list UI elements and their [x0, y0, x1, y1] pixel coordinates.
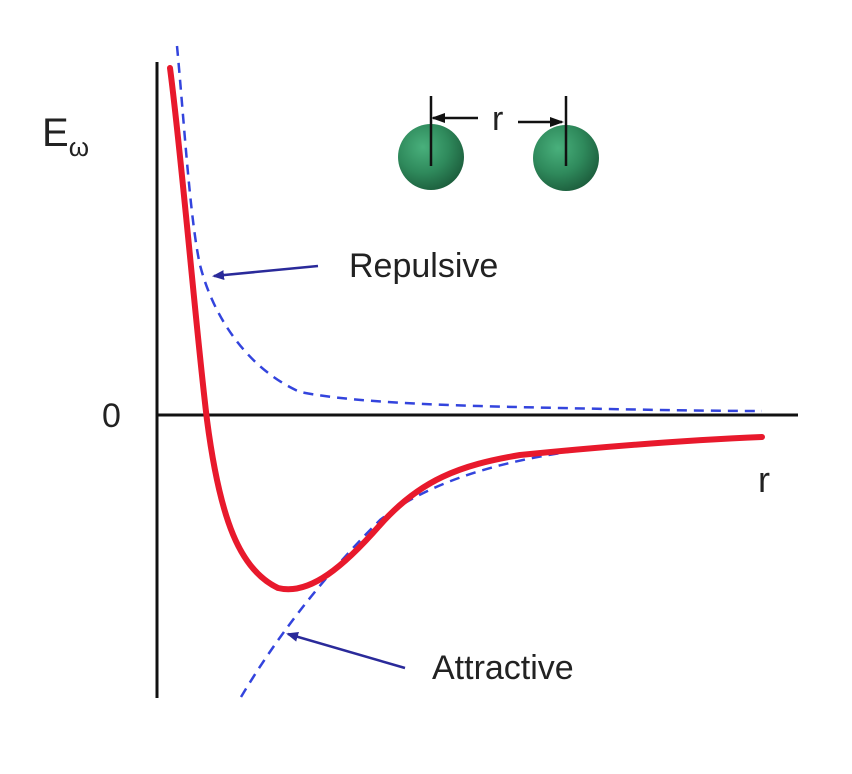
x-axis-label: r	[758, 459, 770, 500]
y-axis-label-subscript: ω	[69, 132, 89, 162]
y-axis-label: Eω	[42, 111, 89, 162]
repulsive-curve	[175, 45, 763, 413]
separation-label: r	[492, 100, 503, 138]
repulsive-annotation: Repulsive	[349, 247, 498, 285]
attractive-pointer-arrow	[286, 631, 406, 670]
total-potential-curve	[167, 65, 765, 593]
attractive-curve	[239, 434, 766, 698]
repulsive-pointer-arrow	[212, 264, 319, 281]
zero-label: 0	[102, 397, 121, 435]
attractive-annotation: Attractive	[432, 649, 574, 687]
